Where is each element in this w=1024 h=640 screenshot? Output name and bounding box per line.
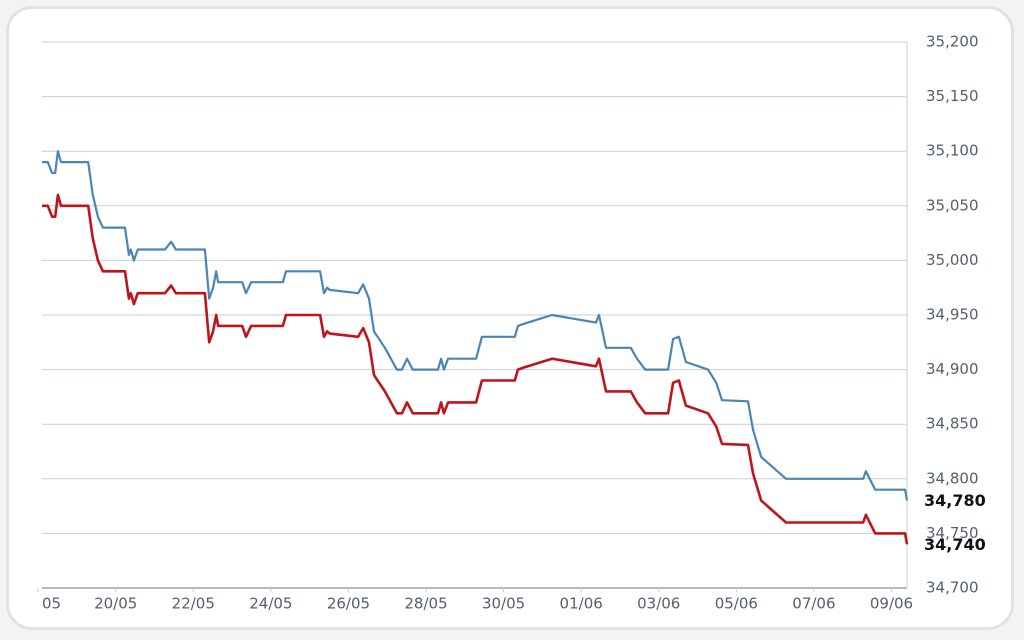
y-tick-label: 34,700: [926, 579, 979, 597]
x-tick-label: 01/06: [560, 595, 603, 613]
y-tick-label: 35,150: [926, 87, 979, 105]
chart-frame: [6, 6, 1014, 630]
y-tick-label: 34,800: [926, 469, 979, 487]
x-tick-label: 05/06: [715, 595, 758, 613]
x-tick-label: 26/05: [327, 595, 370, 613]
y-tick-label: 35,200: [926, 33, 979, 51]
series-line: [42, 193, 909, 545]
y-tick-label: 35,100: [926, 142, 979, 160]
x-tick-label: 09/06: [870, 595, 913, 613]
value-label: 34,780: [924, 491, 986, 510]
y-tick-label: 35,000: [926, 251, 979, 269]
x-tick-label: 07/06: [792, 595, 835, 613]
x-tick-label: 24/05: [249, 595, 292, 613]
x-tick-label: 30/05: [482, 595, 525, 613]
y-tick-label: 34,950: [926, 306, 979, 324]
y-tick-label: 34,750: [926, 524, 979, 542]
y-tick-label: 34,850: [926, 415, 979, 433]
x-tick-label: 05: [42, 595, 61, 613]
y-tick-label: 35,050: [926, 196, 979, 214]
x-tick-label: 20/05: [94, 595, 137, 613]
y-tick-label: 34,900: [926, 360, 979, 378]
x-tick-label: 28/05: [404, 595, 447, 613]
x-tick-label: 22/05: [172, 595, 215, 613]
value-label: 34,740: [924, 535, 986, 554]
series-line: [42, 150, 909, 501]
x-tick-label: 03/06: [637, 595, 680, 613]
